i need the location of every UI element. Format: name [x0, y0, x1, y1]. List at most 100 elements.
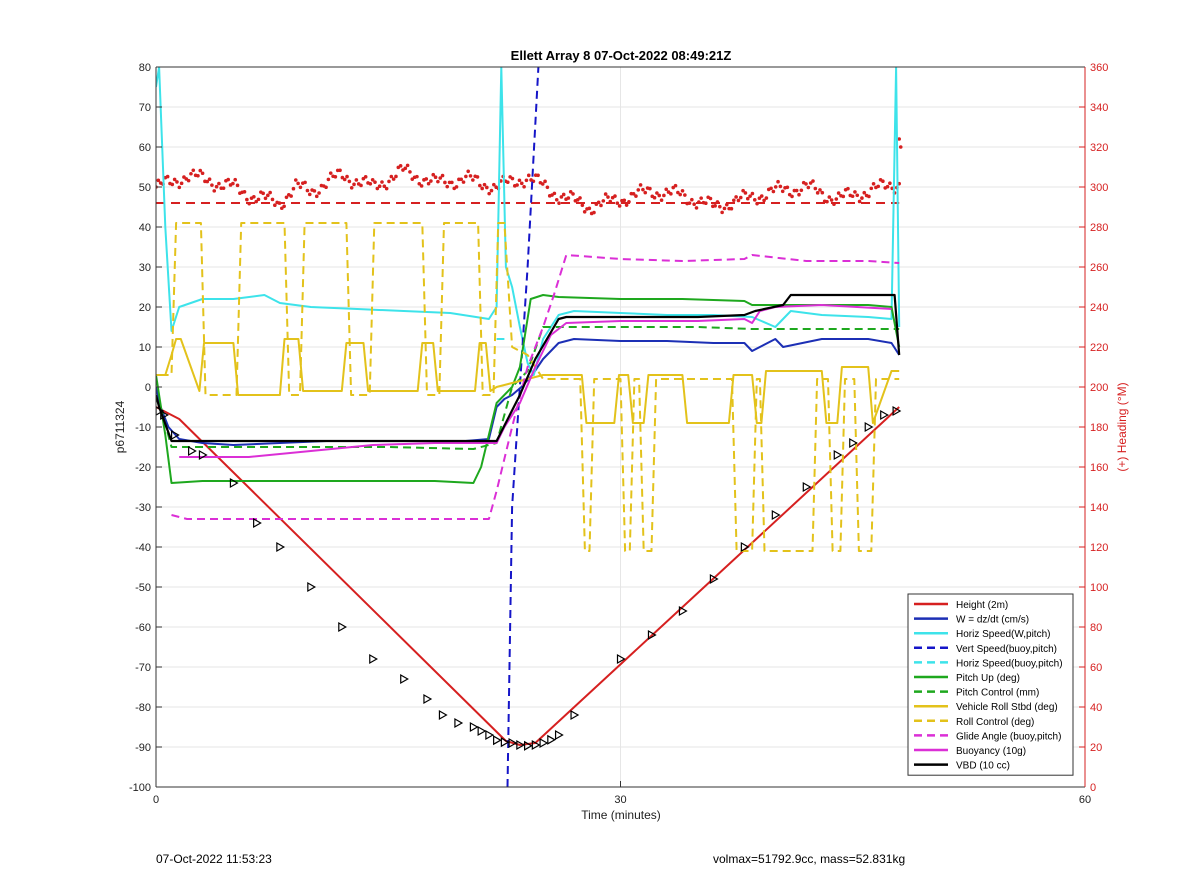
heading-point	[769, 186, 773, 191]
heading-point	[256, 197, 261, 202]
heading-point	[284, 195, 289, 200]
heading-point	[307, 192, 312, 197]
height-marker	[423, 693, 433, 705]
y-tick-label: 20	[139, 302, 151, 314]
heading-point	[417, 181, 422, 186]
heading-point	[342, 177, 347, 182]
legend-entry: Vert Speed(buoy,pitch)	[956, 644, 1057, 655]
heading-point	[349, 185, 354, 190]
legend-entry: Vehicle Roll Stbd (deg)	[956, 702, 1058, 713]
legend-box	[907, 593, 1074, 776]
heading-point	[741, 188, 745, 193]
x-tick-label: 30	[614, 794, 626, 806]
y2-tick-label: 300	[1090, 182, 1108, 194]
heading-point	[189, 171, 193, 176]
heading-point	[601, 199, 606, 203]
height-marker	[253, 517, 262, 529]
series-line-9	[171, 254, 900, 520]
heading-point	[867, 194, 871, 199]
height-marker	[438, 709, 448, 721]
heading-point	[252, 195, 256, 199]
heading-point	[405, 163, 410, 168]
height-marker	[508, 737, 518, 749]
y-tick-label: 10	[139, 342, 151, 354]
heading-point	[492, 182, 496, 187]
height-marker	[570, 709, 580, 721]
series-group	[156, 67, 903, 787]
height-marker	[485, 729, 495, 741]
legend-entry: Roll Control (deg)	[956, 717, 1034, 728]
heading-point	[624, 203, 629, 207]
heading-point	[415, 174, 419, 179]
heading-point	[217, 181, 221, 186]
heading-point	[242, 189, 247, 194]
y-tick-label: 0	[145, 382, 151, 394]
height-marker	[709, 573, 719, 585]
heading-point	[773, 185, 778, 189]
y-tick-label: -50	[135, 582, 151, 594]
heading-point	[347, 179, 352, 184]
series-line-0	[156, 406, 900, 746]
heading-point	[172, 177, 177, 182]
heading-point	[303, 180, 307, 185]
heading-point	[487, 191, 491, 196]
heading-point	[722, 206, 727, 211]
heading-point	[338, 168, 342, 173]
heading-point	[352, 182, 356, 187]
heading-point	[515, 183, 519, 187]
heading-point	[471, 178, 475, 182]
heading-point	[226, 177, 231, 182]
y2-tick-label: 320	[1090, 142, 1108, 154]
heading-point	[221, 186, 226, 191]
heading-point	[231, 181, 235, 186]
heading-point	[489, 188, 494, 193]
series-line-5	[156, 294, 901, 484]
heading-point	[517, 178, 522, 183]
heading-point	[692, 202, 696, 207]
heading-point	[615, 201, 620, 205]
heading-point	[613, 194, 617, 198]
heading-point	[566, 196, 571, 200]
heading-point	[454, 185, 459, 189]
heading-point	[603, 192, 608, 196]
heading-point	[678, 192, 683, 197]
heading-point	[587, 206, 592, 211]
heading-point	[715, 200, 720, 204]
height-marker	[678, 605, 688, 617]
height-marker	[188, 445, 197, 457]
heading-point	[606, 195, 610, 199]
heading-point	[676, 190, 680, 195]
heading-point	[261, 191, 265, 196]
height-marker	[547, 734, 557, 745]
heading-point	[631, 192, 636, 196]
heading-point	[745, 196, 750, 201]
heading-point	[720, 210, 724, 215]
heading-point	[799, 188, 804, 193]
series-line-1	[156, 338, 901, 446]
heading-point	[804, 182, 808, 186]
chart-title: Ellett Array 8 07-Oct-2022 08:49:21Z	[511, 48, 732, 63]
heading-point	[764, 196, 769, 200]
heading-point	[384, 186, 389, 191]
heading-point	[759, 194, 764, 198]
heading-point	[436, 179, 440, 184]
y2-tick-label: 0	[1090, 782, 1096, 794]
heading-point	[561, 192, 566, 197]
heading-point	[898, 145, 903, 149]
height-marker	[307, 581, 317, 593]
heading-point	[505, 180, 510, 185]
legend-entry: Buoyancy (10g)	[956, 746, 1026, 757]
y-tick-label: 70	[139, 102, 151, 114]
heading-point	[354, 178, 359, 182]
heading-point	[554, 198, 559, 202]
heading-point	[419, 184, 424, 188]
heading-point	[776, 179, 780, 184]
height-marker	[160, 409, 169, 421]
y2-tick-label: 200	[1090, 382, 1108, 394]
heading-point	[205, 179, 210, 184]
heading-point	[438, 176, 443, 180]
heading-point	[317, 191, 321, 195]
heading-point	[652, 195, 657, 200]
heading-point	[780, 189, 785, 194]
heading-point	[582, 209, 587, 214]
